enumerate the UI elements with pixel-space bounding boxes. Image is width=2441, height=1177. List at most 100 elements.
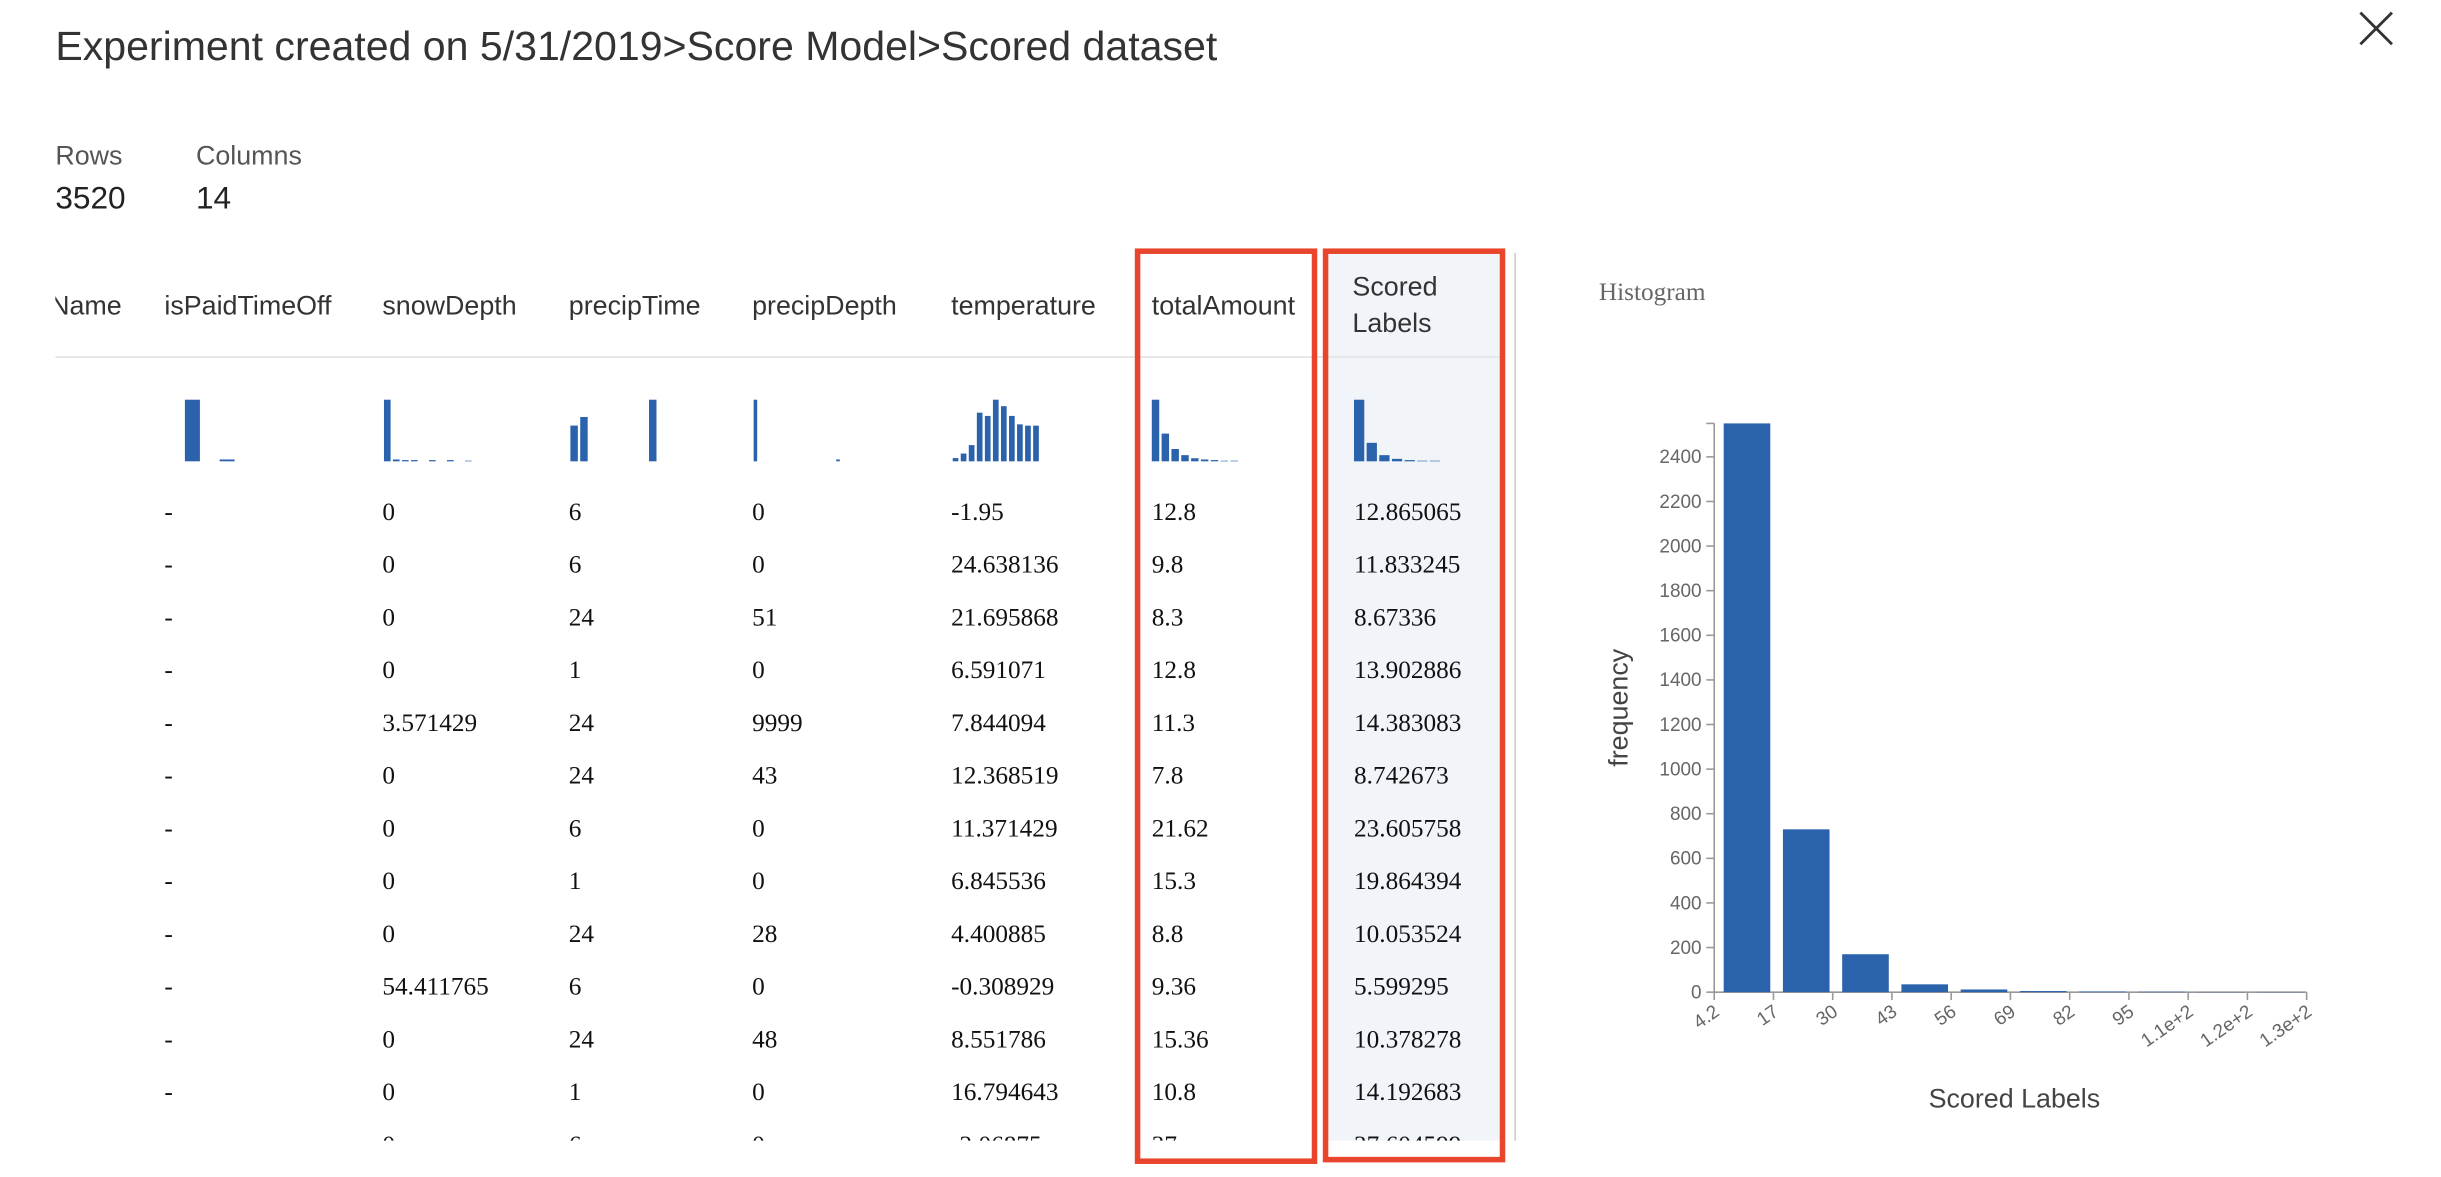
table-cell: 0 (752, 1131, 765, 1159)
x-tick-label: 95 (2109, 1001, 2138, 1030)
y-axis-label: frequency (1603, 648, 1633, 766)
y-tick-label: 2200 (1659, 492, 1701, 513)
table-cell: 12.865065 (1354, 498, 1461, 526)
column-header[interactable]: precipTime (569, 290, 701, 320)
close-button[interactable] (2359, 11, 2393, 46)
table-cell: 5.599295 (1354, 973, 1449, 1001)
mini-histogram-bar (392, 459, 400, 462)
chart-title: Histogram (1599, 278, 1706, 306)
table-cell: 9999 (752, 709, 803, 737)
mini-histogram-bar (992, 399, 999, 462)
column-header[interactable]: precipDepth (752, 290, 897, 320)
mini-histogram-bar (184, 399, 200, 462)
table-cell: 1 (569, 867, 582, 895)
histogram-bar (1842, 954, 1889, 993)
table-cell: 0 (382, 1078, 395, 1106)
table-cell: 0 (382, 498, 395, 526)
y-tick-label: 400 (1670, 893, 1702, 914)
table-cell: 23.605758 (1354, 814, 1461, 842)
column-header[interactable]: Scored Labels (1352, 271, 1438, 339)
table-cell: 12.8 (1152, 656, 1196, 684)
table-cell: - (164, 498, 172, 526)
mini-histogram-bar (465, 460, 472, 462)
y-tick-label: 800 (1670, 804, 1702, 825)
table-cell: 24 (569, 762, 595, 790)
table-cell: 11.371429 (951, 814, 1057, 842)
x-tick-label: 43 (1872, 1001, 1901, 1030)
mini-histogram-bar (960, 453, 967, 462)
table-cell: - (164, 709, 172, 737)
x-tick-label: 30 (1813, 1001, 1842, 1030)
table-cell: 3.571429 (382, 709, 477, 737)
table-cell: - (164, 603, 172, 631)
mini-histogram-bar (1161, 433, 1170, 462)
table-cell: 16.794643 (951, 1078, 1058, 1106)
mini-histogram-bar (1033, 425, 1039, 462)
mini-histogram-bar (984, 415, 991, 462)
table-cell: 0 (382, 1025, 395, 1053)
table: Name isPaidTimeOff snowDepth precipTime prec… (50, 271, 1461, 1159)
mini-histogram-bar (1151, 399, 1160, 462)
histogram-bar (1960, 989, 2008, 993)
x-tick-label: 69 (1990, 1001, 2019, 1030)
mini-histogram-bar (401, 460, 409, 462)
mini-histogram-bar (219, 459, 235, 462)
columns-label: Columns (196, 140, 302, 170)
table-cell: 0 (382, 656, 395, 684)
table-cell: - (164, 920, 172, 948)
table-cell: 7.8 (1152, 762, 1184, 790)
column-header[interactable]: temperature (951, 290, 1096, 320)
rows-value: 3520 (55, 180, 125, 216)
table-cell: - (164, 656, 172, 684)
table-cell: 54.411765 (382, 973, 488, 1001)
y-tick-label: 2000 (1659, 536, 1701, 557)
table-cell: 0 (752, 551, 765, 579)
mini-histogram-bar (1353, 399, 1365, 462)
table-cell: -0.308929 (951, 973, 1054, 1001)
table-cell: 6.591071 (951, 656, 1046, 684)
table-cell: 21.695868 (951, 603, 1058, 631)
histogram-bar (2079, 991, 2126, 993)
mini-histogram-bar (1171, 448, 1179, 462)
mini-histogram-bar (1000, 406, 1007, 462)
x-tick-label: 17 (1753, 1001, 1782, 1030)
x-tick-label: 4.2 (1690, 1001, 1724, 1033)
table-cell: 48 (752, 1025, 777, 1053)
table-cell: -1.95 (951, 498, 1004, 526)
table-cell: 8.742673 (1354, 762, 1449, 790)
table-cell: -2.06875 (951, 1131, 1042, 1159)
table-cell: 6 (569, 1131, 582, 1159)
table-cell: 24 (569, 603, 595, 631)
mini-histogram-bar (1181, 455, 1189, 462)
histogram-bar (1782, 829, 1830, 993)
table-cell: 43 (752, 762, 777, 790)
table-cell: 1 (569, 656, 582, 684)
table-cell: 21.62 (1152, 814, 1209, 842)
table-cell: - (164, 551, 172, 579)
table-cell: - (164, 867, 172, 895)
y-tick-label: 1600 (1659, 626, 1701, 647)
column-header[interactable]: totalAmount (1152, 290, 1296, 320)
table-cell: 0 (382, 1131, 395, 1159)
y-tick-label: 0 (1691, 982, 1702, 1003)
column-header[interactable]: isPaidTimeOff (164, 290, 332, 320)
mini-histogram-bar (1220, 460, 1229, 462)
mini-histogram-bar (1009, 415, 1015, 462)
table-cell: 0 (752, 867, 765, 895)
mini-histogram-bar (410, 460, 418, 462)
mini-histogram-bar (383, 399, 391, 462)
rows-label: Rows (55, 140, 122, 170)
table-cell: 24.638136 (951, 551, 1058, 579)
column-header[interactable]: snowDepth (382, 290, 516, 320)
column-header[interactable]: Name (50, 290, 122, 320)
y-tick-label: 1800 (1659, 581, 1701, 602)
dialog-title: Experiment created on 5/31/2019>Score Mo… (55, 23, 1217, 69)
table-cell: 0 (382, 551, 395, 579)
table-cell: 12.368519 (951, 762, 1058, 790)
mini-histogram-bar (428, 460, 436, 462)
table-cell: 6 (569, 973, 582, 1001)
mini-histogram-bar (1366, 442, 1377, 462)
histogram-bar (1901, 984, 1949, 993)
table-cell: 8.551786 (951, 1025, 1046, 1053)
